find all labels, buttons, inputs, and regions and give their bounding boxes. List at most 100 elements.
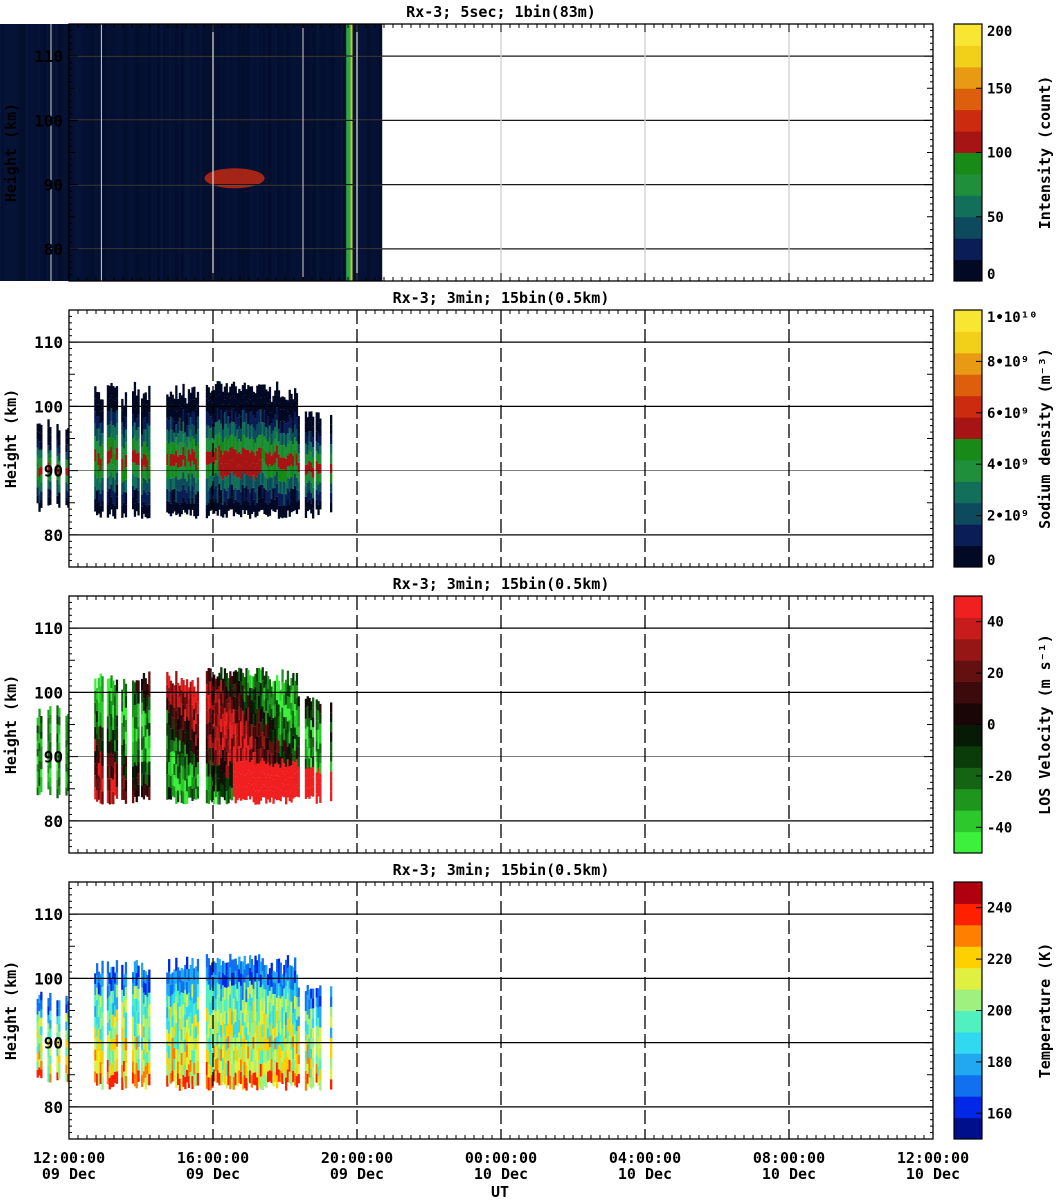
data-cell [175,424,178,438]
data-cell [267,428,270,442]
data-cell [227,678,230,691]
data-cell [258,460,261,474]
data-cell [121,482,124,495]
data-cell [178,685,182,697]
data-cell [47,445,50,454]
data-cell [281,783,284,797]
intensity-noise-column [148,24,152,281]
data-cell [137,502,140,516]
data-cell [232,381,236,396]
intensity-noise-column [280,24,284,281]
data-cell [232,959,236,973]
data-cell [146,985,149,997]
data-cell [250,984,254,998]
data-cell [177,694,180,707]
data-cell [294,437,297,450]
data-cell [106,961,110,974]
data-cell [259,422,263,435]
data-cell [133,395,137,409]
intensity-noise-column [22,24,26,281]
data-cell [99,699,102,713]
data-cell [258,473,261,487]
data-cell [214,986,218,1000]
data-cell [97,689,101,703]
data-cell [166,394,169,407]
data-cell [175,385,178,399]
data-cell [272,754,275,768]
data-cell [189,417,192,430]
data-cell [49,992,52,1002]
data-cell [250,675,254,688]
data-cell [243,474,246,488]
data-cell [146,729,149,741]
data-cell [252,451,255,464]
data-cell [56,463,59,472]
data-cell [276,1049,279,1063]
data-cell [272,1063,275,1075]
data-cell [191,1023,194,1037]
data-cell [144,1030,147,1043]
data-cell [169,503,173,517]
data-cell [169,453,173,467]
data-cell [285,754,288,767]
data-cell [277,505,281,519]
data-cell [245,1014,248,1028]
data-cell [99,984,102,996]
data-cell [220,719,223,733]
data-cell [133,705,137,717]
data-cell [223,987,227,1000]
data-cell [216,1032,219,1046]
data-cell [186,403,189,415]
data-cell [267,984,270,996]
data-cell [205,671,209,685]
data-cell [249,749,252,763]
data-cell [191,692,194,705]
data-cell [141,678,144,691]
data-cell [268,438,272,452]
data-cell [252,988,255,1001]
data-cell [256,681,259,696]
data-cell [281,469,284,482]
data-cell [193,1027,196,1040]
data-cell [213,1069,216,1082]
data-cell [279,689,282,701]
data-cell [58,1016,61,1024]
data-cell [234,736,237,751]
data-cell [135,430,138,442]
colorbar-swatch [954,481,982,504]
data-cell [274,402,277,415]
data-cell [236,761,239,775]
data-cell [249,1044,252,1058]
data-cell [236,723,239,736]
data-cell [223,501,227,515]
data-cell [240,721,243,735]
data-cell [123,727,126,740]
data-cell [268,753,272,766]
data-cell [276,997,279,1011]
data-cell [132,391,135,404]
colorbar-swatch [954,216,982,239]
data-cell [184,1014,187,1028]
data-cell [297,716,300,727]
data-cell [315,1025,318,1036]
data-cell [258,967,261,981]
data-cell [175,983,178,997]
data-cell [272,407,275,419]
data-cell [110,1075,113,1088]
data-cell [58,725,61,734]
data-cell [292,760,295,774]
data-cell [123,502,126,514]
data-cell [330,502,333,513]
data-cell [175,1009,178,1023]
data-cell [285,446,288,459]
data-cell [234,1072,237,1086]
y-tick-label: 80 [44,1098,63,1117]
data-cell [106,411,110,425]
data-cell [213,687,216,701]
data-cell [243,435,246,449]
data-cell [168,959,171,972]
data-cell [272,993,275,1006]
data-cell [132,1050,135,1062]
